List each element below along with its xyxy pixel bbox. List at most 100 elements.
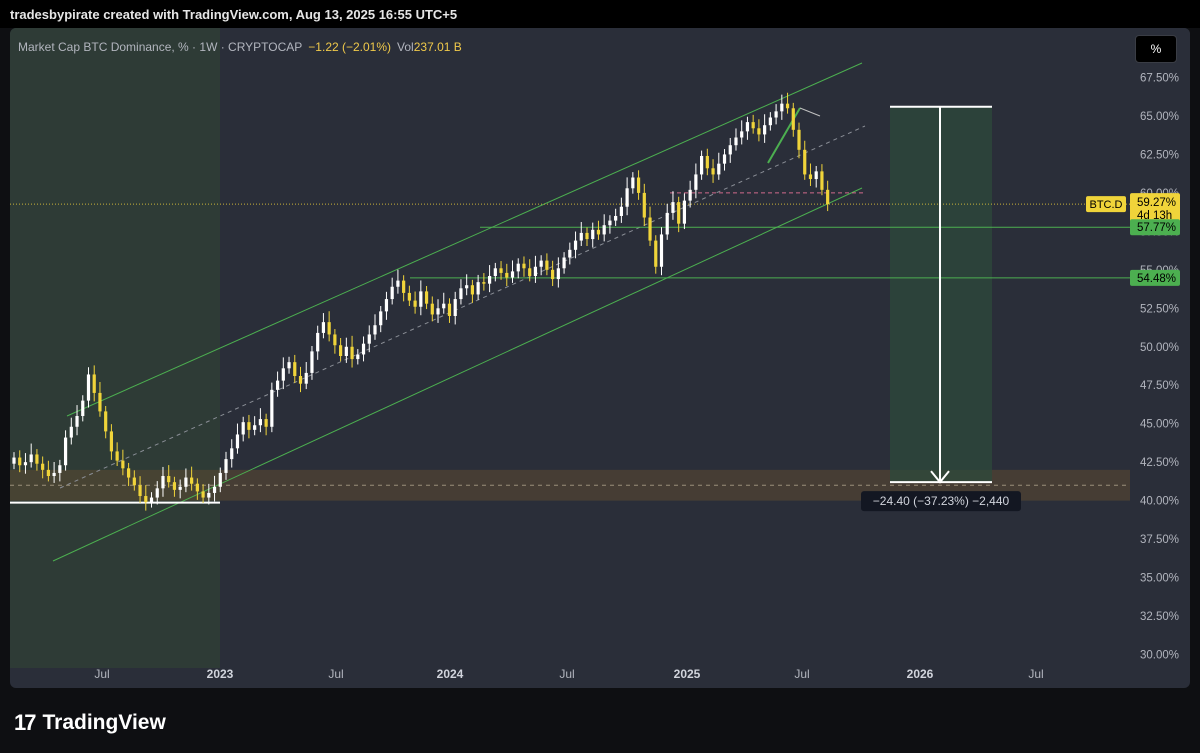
candle-body[interactable] — [791, 108, 795, 130]
candle-body[interactable] — [18, 457, 22, 466]
candle-body[interactable] — [539, 260, 543, 267]
candle-body[interactable] — [436, 308, 440, 315]
candle-body[interactable] — [350, 346, 354, 360]
candle-body[interactable] — [516, 263, 520, 272]
candle-body[interactable] — [688, 189, 692, 201]
candle-body[interactable] — [430, 303, 434, 315]
candle-body[interactable] — [407, 292, 411, 301]
candle-body[interactable] — [556, 268, 560, 280]
candle-body[interactable] — [522, 263, 526, 269]
candle-body[interactable] — [419, 291, 423, 307]
candle-body[interactable] — [247, 422, 251, 430]
candle-body[interactable] — [281, 368, 285, 381]
candle-body[interactable] — [293, 362, 297, 377]
candle-body[interactable] — [275, 380, 280, 390]
candle-body[interactable] — [705, 155, 709, 169]
candle-body[interactable] — [241, 422, 245, 435]
candle-body[interactable] — [700, 155, 704, 175]
candle-body[interactable] — [75, 416, 79, 427]
candle-body[interactable] — [740, 131, 744, 138]
candle-body[interactable] — [568, 249, 572, 258]
candle-body[interactable] — [442, 303, 446, 309]
percent-scale-button[interactable]: % — [1135, 35, 1177, 63]
candle-body[interactable] — [132, 477, 136, 486]
candle-body[interactable] — [711, 168, 715, 175]
candle-body[interactable] — [596, 229, 601, 235]
channel-upper-line[interactable] — [66, 62, 863, 417]
candle-body[interactable] — [12, 457, 16, 464]
candle-body[interactable] — [780, 103, 784, 112]
candle-body[interactable] — [602, 225, 606, 235]
candle-body[interactable] — [81, 400, 85, 417]
candle-body[interactable] — [642, 192, 646, 218]
candle-body[interactable] — [373, 325, 377, 335]
candle-body[interactable] — [573, 240, 578, 250]
candle-body[interactable] — [121, 460, 125, 469]
candle-body[interactable] — [63, 437, 68, 466]
candle-body[interactable] — [230, 448, 234, 460]
candle-body[interactable] — [201, 491, 205, 498]
candle-body[interactable] — [41, 463, 45, 470]
candle-body[interactable] — [396, 280, 400, 287]
candle-body[interactable] — [115, 451, 119, 461]
candle-body[interactable] — [808, 174, 813, 180]
candle-body[interactable] — [356, 354, 360, 360]
candle-body[interactable] — [510, 271, 515, 278]
candle-body[interactable] — [333, 334, 337, 346]
candle-body[interactable] — [774, 111, 778, 118]
candle-body[interactable] — [694, 174, 698, 190]
candle-body[interactable] — [648, 217, 652, 241]
candle-body[interactable] — [384, 299, 389, 312]
candle-body[interactable] — [579, 232, 583, 241]
candle-body[interactable] — [109, 431, 114, 452]
candle-body[interactable] — [149, 497, 154, 503]
candle-body[interactable] — [625, 188, 629, 207]
candle-body[interactable] — [608, 220, 612, 226]
candle-body[interactable] — [224, 459, 228, 473]
candle-body[interactable] — [92, 374, 96, 393]
candle-body[interactable] — [757, 128, 761, 135]
candle-body[interactable] — [499, 268, 503, 273]
candle-body[interactable] — [270, 389, 274, 427]
candle-body[interactable] — [321, 322, 326, 333]
candle-body[interactable] — [465, 285, 469, 289]
candle-body[interactable] — [195, 483, 199, 492]
candle-body[interactable] — [52, 472, 56, 477]
price-chart[interactable]: −24.40 (−37.23%) −2,440 67.50% 65.00% 62.50… — [10, 28, 1190, 688]
candle-body[interactable] — [545, 260, 549, 270]
candle-body[interactable] — [327, 322, 331, 335]
candle-body[interactable] — [212, 486, 217, 493]
candle-body[interactable] — [591, 229, 595, 240]
candle-body[interactable] — [619, 206, 623, 216]
candle-body[interactable] — [190, 477, 194, 484]
price-scale[interactable] — [1130, 28, 1190, 668]
candle-body[interactable] — [339, 345, 343, 356]
candle-body[interactable] — [505, 272, 509, 278]
candle-body[interactable] — [826, 189, 830, 205]
candle-body[interactable] — [677, 202, 681, 224]
candle-body[interactable] — [424, 291, 429, 304]
candle-body[interactable] — [184, 477, 188, 487]
candle-body[interactable] — [69, 426, 73, 438]
candle-body[interactable] — [379, 311, 383, 326]
candle-body[interactable] — [264, 419, 268, 427]
candle-body[interactable] — [258, 419, 262, 426]
candle-body[interactable] — [728, 145, 732, 155]
candle-body[interactable] — [585, 232, 589, 240]
candle-body[interactable] — [23, 462, 28, 466]
candle-body[interactable] — [671, 202, 675, 213]
candle-body[interactable] — [820, 171, 824, 190]
candle-body[interactable] — [298, 376, 303, 384]
candle-body[interactable] — [127, 468, 131, 478]
candle-body[interactable] — [86, 374, 91, 401]
candle-body[interactable] — [104, 411, 108, 432]
candle-body[interactable] — [482, 282, 486, 284]
candle-body[interactable] — [528, 268, 532, 276]
candle-body[interactable] — [745, 122, 750, 132]
candle-body[interactable] — [310, 351, 314, 373]
candle-body[interactable] — [476, 282, 480, 295]
candle-body[interactable] — [138, 485, 142, 497]
candle-body[interactable] — [161, 476, 165, 489]
candle-body[interactable] — [218, 472, 222, 487]
candle-body[interactable] — [562, 257, 566, 269]
